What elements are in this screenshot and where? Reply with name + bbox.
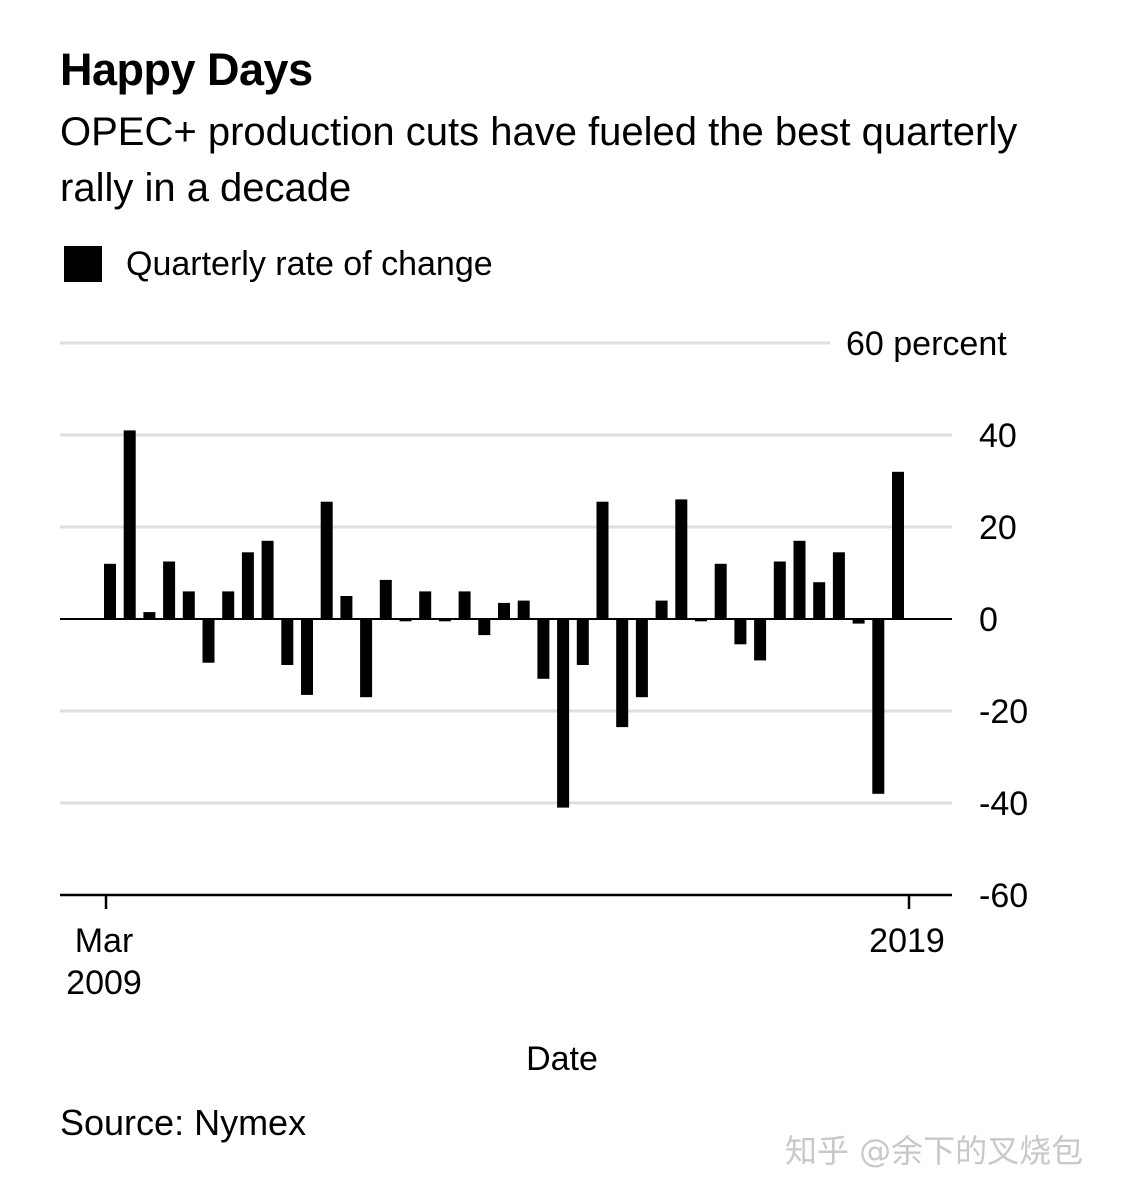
bar bbox=[123, 430, 136, 619]
bar bbox=[379, 579, 392, 619]
legend-swatch bbox=[64, 246, 102, 282]
bar bbox=[675, 499, 688, 619]
legend: Quarterly rate of change bbox=[64, 244, 493, 284]
chart-subtitle: OPEC+ production cuts have fueled the be… bbox=[60, 110, 1018, 210]
bar bbox=[143, 612, 156, 619]
bar bbox=[754, 619, 767, 661]
bar bbox=[104, 563, 116, 619]
bar bbox=[360, 619, 373, 698]
bar bbox=[832, 552, 845, 619]
bar bbox=[734, 619, 747, 645]
bar-chart: 60 percent 40 20 0 -20 -40 -60 Mar 2009 2019 Date bbox=[60, 325, 1028, 1078]
bar bbox=[320, 501, 333, 619]
bar bbox=[655, 600, 668, 619]
bar bbox=[202, 619, 215, 663]
axes bbox=[60, 618, 952, 909]
bar bbox=[261, 540, 274, 619]
legend-label: Quarterly rate of change bbox=[126, 244, 493, 283]
x-axis-title: Date bbox=[526, 1040, 598, 1078]
y-tick-label: -40 bbox=[979, 785, 1028, 823]
bar bbox=[517, 600, 530, 619]
bar bbox=[813, 582, 826, 619]
bar bbox=[301, 619, 313, 695]
x-tick-label: 2019 bbox=[869, 922, 945, 960]
bar bbox=[163, 561, 176, 619]
bar bbox=[616, 619, 629, 728]
bar bbox=[596, 501, 609, 619]
source-note: Source: Nymex bbox=[60, 1102, 307, 1143]
bar bbox=[399, 619, 412, 622]
bar bbox=[498, 602, 510, 619]
y-tick-label: -60 bbox=[979, 877, 1028, 915]
grid-lines bbox=[60, 341, 952, 805]
watermark: 知乎 @余下的叉烧包 bbox=[785, 1132, 1084, 1170]
chart-title: Happy Days bbox=[60, 44, 313, 95]
bar bbox=[241, 552, 254, 619]
x-tick-label: 2009 bbox=[66, 964, 142, 1002]
y-tick-label: 60 percent bbox=[846, 325, 1007, 363]
bar bbox=[419, 591, 432, 619]
bar bbox=[576, 619, 589, 665]
y-tick-label: 40 bbox=[979, 417, 1017, 455]
bar bbox=[281, 619, 294, 665]
bar bbox=[222, 591, 235, 619]
bar bbox=[458, 591, 471, 619]
x-tick-label: Mar bbox=[75, 922, 134, 960]
bar bbox=[695, 619, 707, 622]
y-axis-labels: 60 percent 40 20 0 -20 -40 -60 bbox=[846, 325, 1028, 915]
bar bbox=[478, 619, 491, 636]
bar bbox=[438, 619, 451, 622]
y-tick-label: 0 bbox=[979, 601, 998, 639]
bar bbox=[182, 591, 195, 619]
bars bbox=[104, 430, 904, 808]
bar bbox=[852, 619, 865, 624]
bar bbox=[557, 619, 570, 808]
bar bbox=[892, 471, 904, 619]
y-tick-label: -20 bbox=[979, 693, 1028, 731]
bar bbox=[872, 619, 885, 794]
bar bbox=[714, 563, 727, 619]
bar bbox=[773, 561, 786, 619]
bar bbox=[635, 619, 648, 698]
bar bbox=[537, 619, 550, 679]
x-axis-labels: Mar 2009 2019 Date bbox=[66, 922, 945, 1078]
y-tick-label: 20 bbox=[979, 509, 1017, 547]
bar bbox=[793, 540, 806, 619]
bar bbox=[340, 596, 353, 619]
